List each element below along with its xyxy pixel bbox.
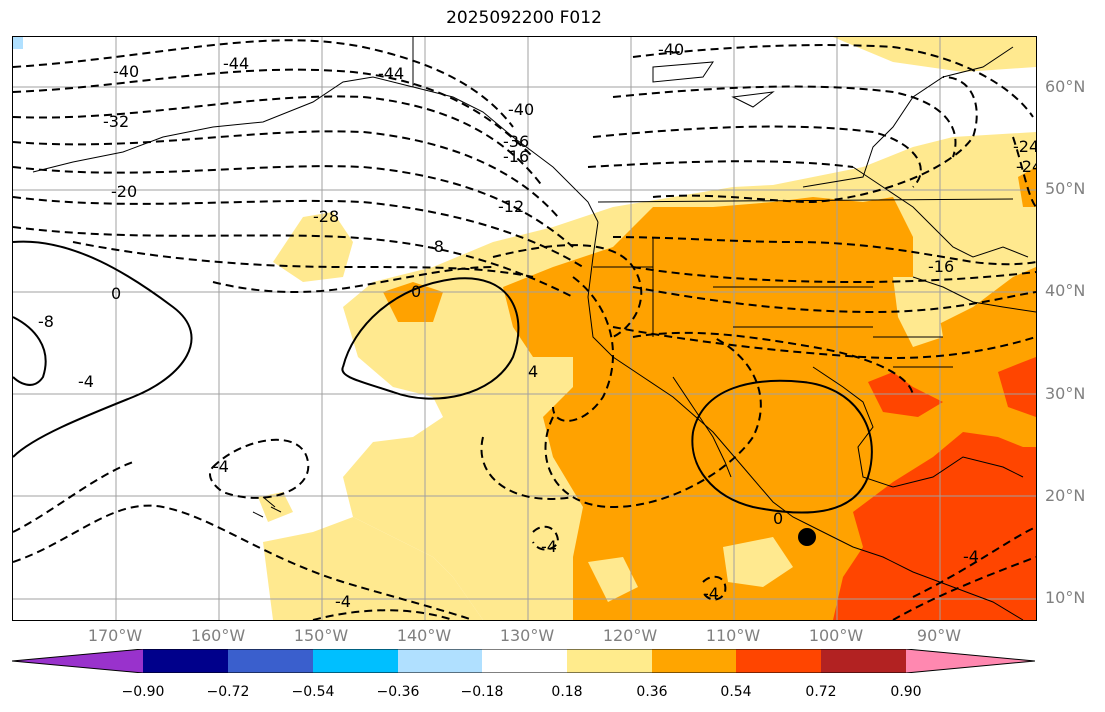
shading-light-yellow-north — [833, 37, 1036, 72]
colorbar-tick-label: −0.54 — [291, 684, 335, 700]
colorbar-segment — [398, 649, 482, 673]
lat-label: 30°N — [1045, 384, 1086, 403]
lon-label: 120°W — [602, 626, 658, 645]
lon-label: 160°W — [190, 626, 246, 645]
colorbar-segment — [12, 649, 143, 673]
contour-label: -4 — [963, 547, 979, 566]
lon-label: 170°W — [87, 626, 143, 645]
contour-label-group: -44 -40 -44 -40 -40 -32 -20 -28 -36 -24 … — [38, 40, 1036, 611]
contour-label: -4 — [78, 372, 94, 391]
colorbar-segment — [906, 649, 1035, 673]
contour-label: 0 — [111, 284, 121, 303]
colorbar-tick-label: −0.18 — [460, 684, 504, 700]
location-marker — [798, 528, 816, 546]
colorbar-tick-label: −0.90 — [121, 684, 165, 700]
map-title: 2025092200 F012 — [446, 8, 602, 28]
colorbar-tick-label: −0.72 — [206, 684, 250, 700]
colorbar-tick-label: 0.54 — [720, 684, 752, 700]
colorbar-segment — [567, 649, 652, 673]
contour-label: -16 — [928, 257, 954, 276]
contour-label: -24 — [1013, 137, 1036, 156]
lat-label: 10°N — [1045, 588, 1086, 607]
contour-label: -36 — [503, 132, 529, 151]
colorbar-tick-label: 0.90 — [890, 684, 922, 700]
contour-label: -8 — [38, 312, 54, 331]
contour-label: 0 — [411, 282, 421, 301]
lon-label: 110°W — [705, 626, 761, 645]
shading-red-orange-east — [998, 357, 1036, 417]
colorbar-segment — [736, 649, 821, 673]
lon-label: 140°W — [396, 626, 452, 645]
colorbar-tick-label: 0.36 — [636, 684, 668, 700]
contour-label: -12 — [498, 197, 524, 216]
colorbar-tick-label: −0.36 — [376, 684, 420, 700]
contour-label: -4 — [703, 584, 719, 603]
colorbar-segment — [652, 649, 736, 673]
contour-label: -8 — [428, 237, 444, 256]
lon-label: 100°W — [808, 626, 864, 645]
colorbar-tick-label: 0.18 — [551, 684, 583, 700]
shading-pocket-3 — [893, 277, 943, 347]
colorbar-segment — [313, 649, 398, 673]
lon-label: 130°W — [499, 626, 555, 645]
contour-label: -40 — [658, 40, 684, 59]
contour-label: -16 — [503, 147, 529, 166]
lon-label: 90°W — [916, 626, 962, 645]
lat-label: 20°N — [1045, 486, 1086, 505]
colorbar-segment — [228, 649, 313, 673]
contour-label: -44 — [223, 54, 249, 73]
contour-label: 0 — [773, 509, 783, 528]
contour-label: -32 — [103, 112, 129, 131]
colorbar — [12, 649, 1035, 673]
contour-label: 4 — [528, 362, 538, 381]
colorbar-tick-label: 0.72 — [805, 684, 837, 700]
contour-zero-mexico — [691, 379, 873, 514]
contour-label: -4 — [335, 592, 351, 611]
lon-label: 150°W — [293, 626, 349, 645]
contour-zero-pacific — [13, 240, 193, 458]
shading-red-orange — [833, 432, 1036, 620]
colorbar-segment — [482, 649, 567, 673]
colorbar-segment — [143, 649, 228, 673]
contour-label: -4 — [213, 457, 229, 476]
contour-label: -44 — [378, 64, 404, 83]
map-svg: -44 -40 -44 -40 -40 -32 -20 -28 -36 -24 … — [13, 37, 1036, 620]
lat-label: 60°N — [1045, 77, 1086, 96]
shading-light-blue — [13, 37, 23, 49]
shading-layer — [13, 37, 1036, 620]
shading-light-yellow-south — [263, 517, 483, 620]
lat-label: 40°N — [1045, 281, 1086, 300]
lat-label: 50°N — [1045, 179, 1086, 198]
shading-pocket-1 — [723, 537, 793, 587]
contour-lines — [13, 39, 1036, 620]
contour-zero-center — [341, 277, 520, 400]
coastlines — [32, 37, 1036, 620]
map-plot-area[interactable]: -44 -40 -44 -40 -40 -32 -20 -28 -36 -24 … — [12, 36, 1037, 621]
contour-label: -20 — [111, 182, 137, 201]
contour-label: -24 — [1016, 157, 1036, 176]
colorbar-segment — [821, 649, 906, 673]
contour-label: -28 — [313, 207, 339, 226]
shading-pocket-2 — [588, 557, 638, 602]
contour-label: -40 — [508, 100, 534, 119]
shading-light-yellow-pocket — [273, 212, 353, 282]
shading-orange-ne — [1018, 167, 1036, 207]
contour-label: -4 — [541, 537, 557, 556]
contour-label: -40 — [113, 62, 139, 81]
contour-low-west — [13, 316, 47, 386]
